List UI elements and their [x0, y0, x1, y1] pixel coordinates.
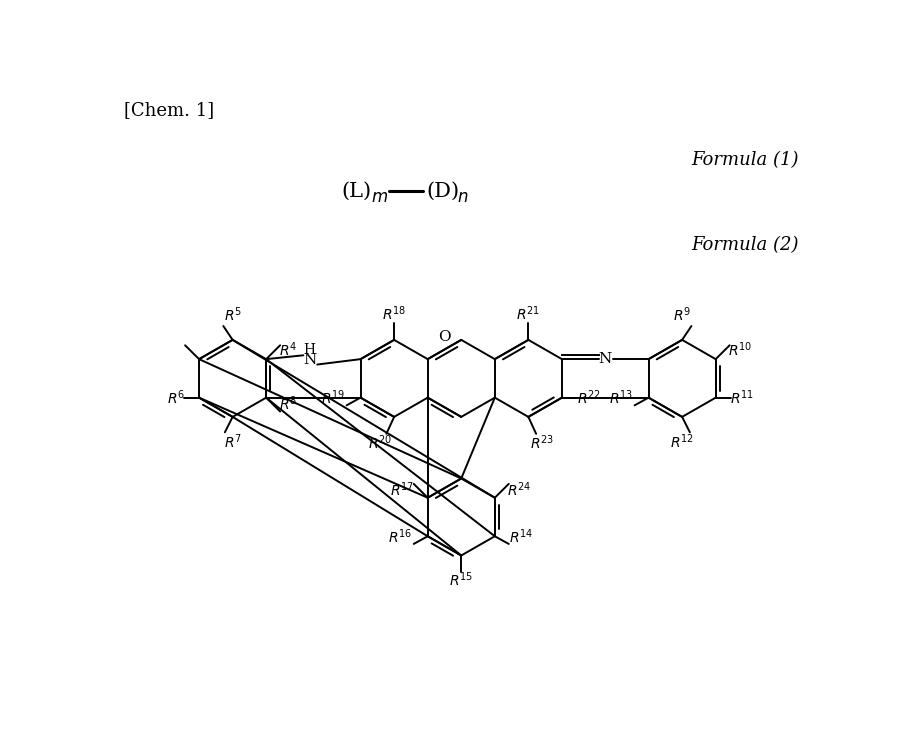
Text: $R^{15}$: $R^{15}$: [449, 571, 473, 589]
Text: $R^{12}$: $R^{12}$: [670, 433, 694, 451]
Text: $R^{22}$: $R^{22}$: [578, 388, 601, 407]
Text: $R^{20}$: $R^{20}$: [368, 434, 392, 453]
Text: (L): (L): [341, 182, 371, 201]
Text: $R^{24}$: $R^{24}$: [508, 481, 532, 499]
Text: $R^{19}$: $R^{19}$: [320, 388, 345, 407]
Text: $R^{17}$: $R^{17}$: [390, 481, 414, 499]
Text: $R^9$: $R^9$: [673, 306, 691, 324]
Text: $R^{14}$: $R^{14}$: [508, 527, 533, 545]
Text: $R^6$: $R^6$: [167, 388, 185, 407]
Text: $R^{21}$: $R^{21}$: [517, 304, 540, 323]
Text: $R^8$: $R^8$: [279, 394, 297, 413]
Text: N: N: [303, 353, 316, 367]
Text: $R^7$: $R^7$: [224, 433, 241, 451]
Text: $R^4$: $R^4$: [279, 341, 297, 359]
Text: Formula (2): Formula (2): [691, 236, 798, 254]
Text: H: H: [303, 343, 316, 357]
Text: $n$: $n$: [457, 189, 469, 206]
Text: $R^{18}$: $R^{18}$: [382, 304, 406, 323]
Text: $R^{11}$: $R^{11}$: [730, 388, 753, 407]
Text: $R^{16}$: $R^{16}$: [388, 527, 412, 545]
Text: O: O: [438, 330, 451, 344]
Text: $m$: $m$: [371, 189, 388, 206]
Text: (D): (D): [427, 182, 460, 201]
Text: Formula (1): Formula (1): [691, 152, 798, 170]
Text: [Chem. 1]: [Chem. 1]: [124, 102, 214, 120]
Text: $R^{23}$: $R^{23}$: [530, 434, 554, 453]
Text: $R^5$: $R^5$: [223, 306, 241, 324]
Text: $R^{10}$: $R^{10}$: [728, 341, 752, 359]
Text: $R^{13}$: $R^{13}$: [609, 388, 633, 407]
Text: N: N: [598, 352, 612, 366]
